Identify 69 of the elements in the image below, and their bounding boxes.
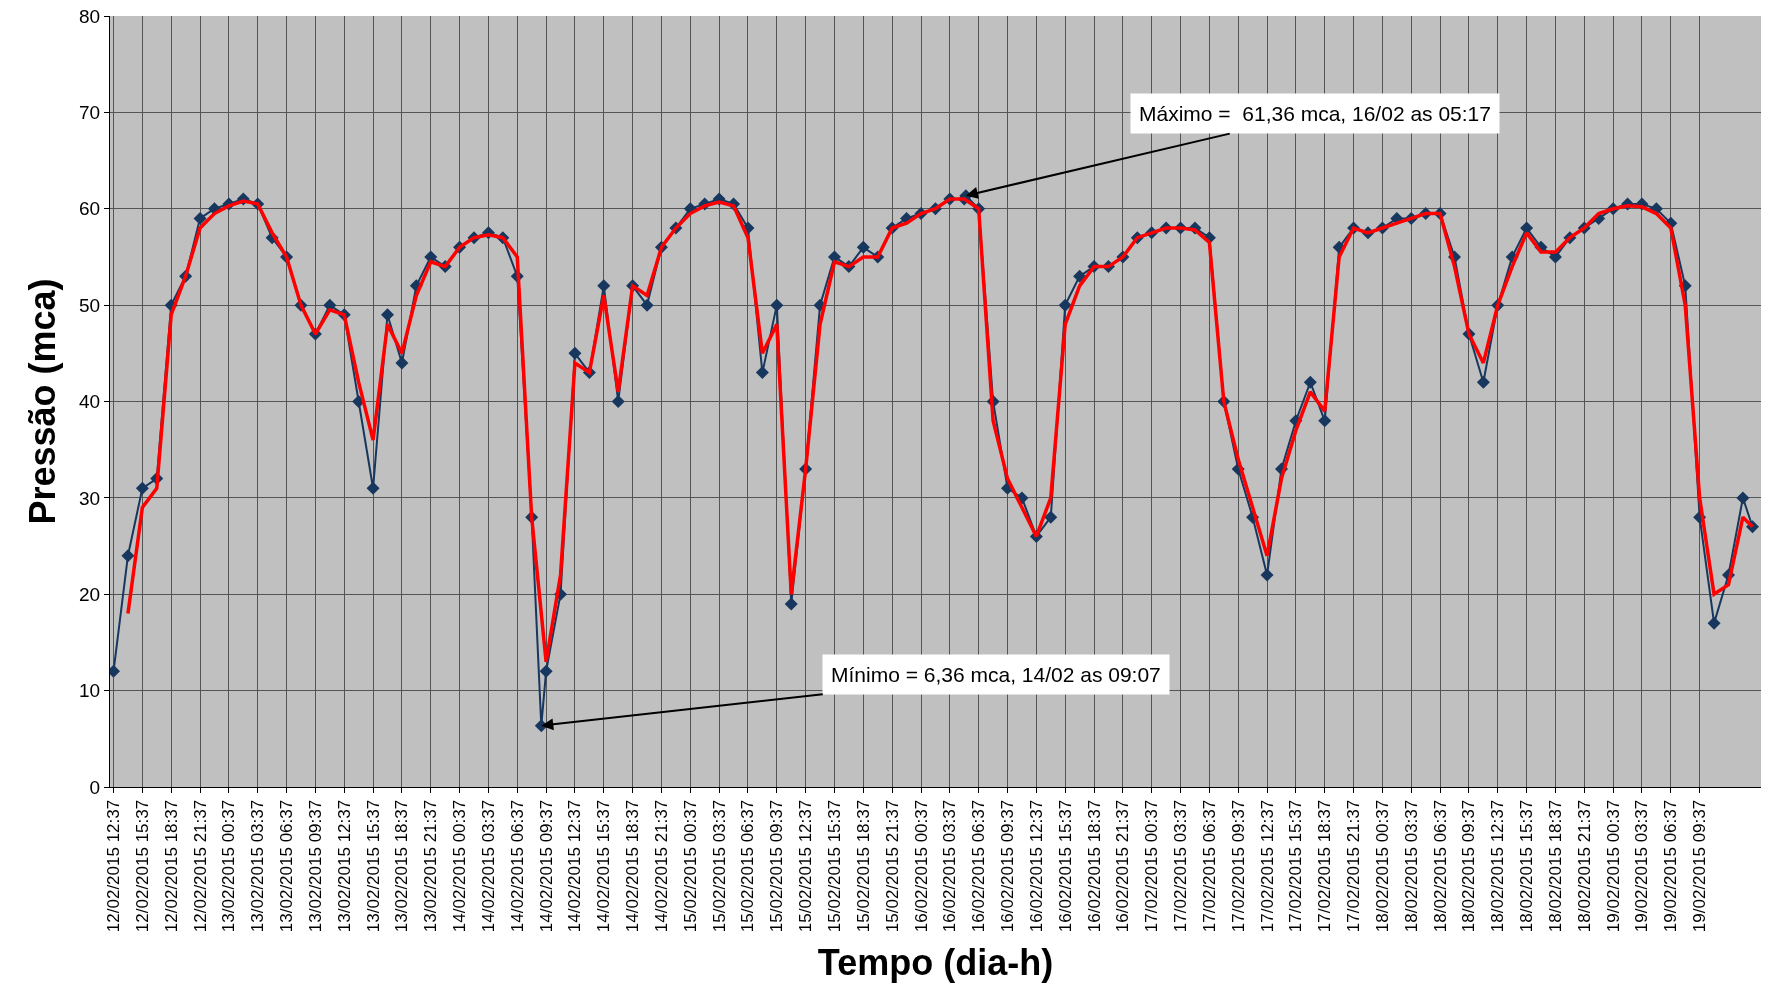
x-tick-label: 14/02/2015 21:37: [651, 799, 671, 933]
x-tick-label: 18/02/2015 06:37: [1430, 799, 1450, 933]
x-tick-label: 13/02/2015 18:37: [392, 799, 412, 933]
x-tick-label: 18/02/2015 15:37: [1517, 799, 1537, 933]
x-tick-label: 15/02/2015 12:37: [796, 799, 816, 933]
x-tick-label: 17/02/2015 12:37: [1257, 799, 1277, 933]
x-tick-label: 17/02/2015 09:37: [1228, 799, 1248, 933]
x-tick-label: 18/02/2015 00:37: [1372, 799, 1392, 933]
x-tick-label: 17/02/2015 06:37: [1199, 799, 1219, 933]
x-tick-label: 13/02/2015 00:37: [219, 799, 239, 933]
y-tick-label: 60: [79, 198, 101, 220]
x-tick-label: 16/02/2015 00:37: [911, 799, 931, 933]
y-tick-label: 0: [89, 776, 101, 798]
x-tick-label: 18/02/2015 12:37: [1488, 799, 1508, 933]
x-tick-label: 12/02/2015 18:37: [161, 799, 181, 933]
x-tick-label: 14/02/2015 06:37: [507, 799, 527, 933]
x-tick-label: 13/02/2015 12:37: [334, 799, 354, 933]
x-tick-label: 17/02/2015 00:37: [1142, 799, 1162, 933]
y-tick-label: 80: [79, 5, 101, 27]
annotation: Mínimo = 6,36 mca, 14/02 as 09:07: [831, 663, 1161, 686]
x-tick-label: 12/02/2015 12:37: [104, 799, 124, 933]
x-tick-label: 13/02/2015 15:37: [363, 799, 383, 933]
y-tick-label: 50: [79, 294, 101, 316]
x-tick-label: 19/02/2015 00:37: [1603, 799, 1623, 933]
x-tick-label: 14/02/2015 18:37: [623, 799, 643, 933]
x-tick-label: 18/02/2015 09:37: [1459, 799, 1479, 933]
x-tick-label: 16/02/2015 18:37: [1084, 799, 1104, 933]
x-tick-label: 15/02/2015 03:37: [709, 799, 729, 933]
x-tick-label: 19/02/2015 03:37: [1632, 799, 1652, 933]
x-tick-label: 16/02/2015 06:37: [969, 799, 989, 933]
x-tick-label: 17/02/2015 18:37: [1315, 799, 1335, 933]
y-axis-title: Pressão (mca): [21, 278, 63, 525]
x-tick-label: 17/02/2015 21:37: [1344, 799, 1364, 933]
annotation: Máximo = 61,36 mca, 16/02 as 05:17: [1139, 102, 1491, 125]
x-tick-label: 17/02/2015 15:37: [1286, 799, 1306, 933]
x-tick-label: 15/02/2015 06:37: [738, 799, 758, 933]
x-tick-label: 15/02/2015 15:37: [825, 799, 845, 933]
x-tick-label: 13/02/2015 03:37: [248, 799, 268, 933]
x-tick-label: 13/02/2015 09:37: [305, 799, 325, 933]
x-tick-label: 15/02/2015 09:37: [767, 799, 787, 933]
x-tick-label: 12/02/2015 21:37: [190, 799, 210, 933]
x-tick-label: 15/02/2015 21:37: [882, 799, 902, 933]
y-tick-label: 70: [79, 102, 101, 124]
x-tick-label: 15/02/2015 00:37: [680, 799, 700, 933]
x-axis-title: Tempo (dia-h): [817, 942, 1054, 983]
x-tick-label: 15/02/2015 18:37: [853, 799, 873, 933]
y-tick-label: 10: [79, 680, 101, 702]
x-tick-label: 16/02/2015 12:37: [1026, 799, 1046, 933]
x-tick-label: 18/02/2015 03:37: [1401, 799, 1421, 933]
x-tick-label: 16/02/2015 21:37: [1113, 799, 1133, 933]
y-tick-label: 20: [79, 583, 101, 605]
x-tick-label: 14/02/2015 12:37: [565, 799, 585, 933]
x-tick-label: 14/02/2015 09:37: [536, 799, 556, 933]
x-tick-label: 18/02/2015 18:37: [1545, 799, 1565, 933]
x-tick-label: 16/02/2015 15:37: [1055, 799, 1075, 933]
x-tick-label: 16/02/2015 03:37: [940, 799, 960, 933]
x-tick-label: 19/02/2015 06:37: [1661, 799, 1681, 933]
x-tick-label: 18/02/2015 21:37: [1574, 799, 1594, 933]
x-tick-label: 13/02/2015 06:37: [277, 799, 297, 933]
x-tick-label: 14/02/2015 15:37: [594, 799, 614, 933]
y-tick-label: 30: [79, 487, 101, 509]
x-tick-label: 19/02/2015 09:37: [1690, 799, 1710, 933]
y-tick-label: 40: [79, 391, 101, 413]
x-tick-label: 14/02/2015 00:37: [450, 799, 470, 933]
x-tick-label: 16/02/2015 09:37: [998, 799, 1018, 933]
x-tick-label: 13/02/2015 21:37: [421, 799, 441, 933]
x-tick-label: 14/02/2015 03:37: [478, 799, 498, 933]
x-tick-label: 12/02/2015 15:37: [132, 799, 152, 933]
x-tick-label: 17/02/2015 03:37: [1171, 799, 1191, 933]
